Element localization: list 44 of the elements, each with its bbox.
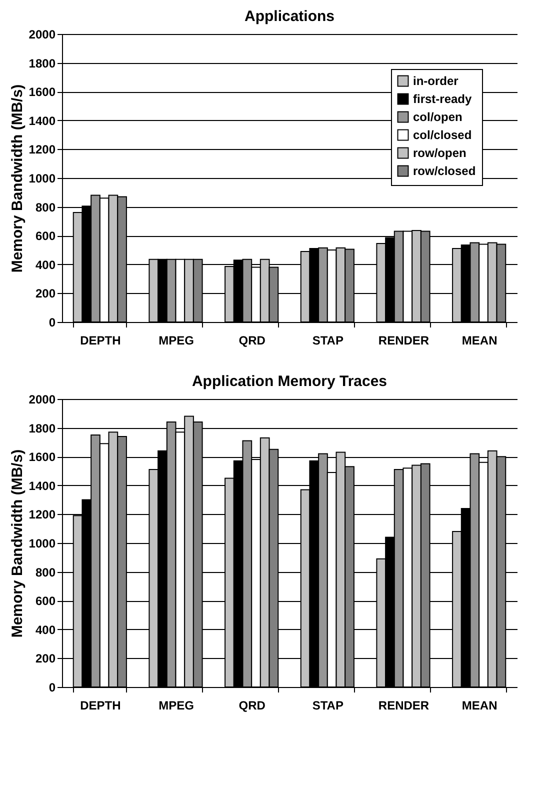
y-tick-label: 1200 bbox=[28, 508, 56, 522]
y-tick-label: 0 bbox=[48, 316, 56, 330]
y-tick-label: 1600 bbox=[28, 85, 56, 100]
y-axis-title: Memory Bandwidth (MB/s) bbox=[8, 449, 26, 638]
x-tick-label: QRD bbox=[238, 698, 266, 712]
legend-label: in-order bbox=[413, 74, 459, 88]
y-tick-label: 600 bbox=[35, 594, 56, 608]
y-tick-label: 1600 bbox=[28, 450, 56, 464]
x-tick-label: STAP bbox=[312, 698, 344, 712]
y-tick-label: 1800 bbox=[28, 421, 56, 436]
y-tick-label: 2000 bbox=[28, 28, 56, 42]
y-tick-label: 1400 bbox=[28, 114, 56, 128]
chart-title: Application Memory Traces bbox=[192, 373, 388, 390]
x-tick-label: STAP bbox=[312, 334, 344, 348]
x-tick-label: RENDER bbox=[378, 334, 430, 348]
x-tick-label: MPEG bbox=[158, 698, 194, 712]
y-tick-label: 1800 bbox=[28, 56, 56, 70]
x-tick-label: DEPTH bbox=[80, 698, 121, 712]
x-tick-label: MEAN bbox=[462, 698, 498, 712]
y-tick-label: 0 bbox=[48, 680, 56, 694]
y-tick-label: 1000 bbox=[28, 172, 56, 186]
y-tick-label: 1200 bbox=[28, 142, 56, 157]
legend-label: first-ready bbox=[413, 92, 472, 106]
legend-label: row/closed bbox=[413, 164, 476, 178]
legend-label: col/open bbox=[413, 110, 462, 124]
y-tick-label: 1400 bbox=[28, 478, 56, 493]
x-tick-label: DEPTH bbox=[80, 334, 121, 348]
legend-label: row/open bbox=[413, 146, 466, 160]
y-tick-label: 400 bbox=[35, 258, 56, 272]
y-tick-label: 200 bbox=[35, 286, 56, 301]
y-tick-label: 800 bbox=[35, 200, 56, 214]
y-axis-title: Memory Bandwidth (MB/s) bbox=[8, 84, 26, 273]
legend-label: col/closed bbox=[413, 128, 472, 142]
y-tick-label: 2000 bbox=[28, 392, 56, 406]
x-tick-label: MPEG bbox=[158, 334, 194, 348]
x-tick-label: MEAN bbox=[462, 334, 498, 348]
y-tick-label: 200 bbox=[35, 652, 56, 666]
y-tick-label: 400 bbox=[35, 622, 56, 637]
x-tick-label: QRD bbox=[238, 334, 266, 348]
y-tick-label: 1000 bbox=[28, 536, 56, 550]
y-tick-label: 800 bbox=[35, 565, 56, 580]
y-tick-label: 600 bbox=[35, 229, 56, 244]
chart-title: Applications bbox=[244, 8, 335, 25]
x-tick-label: RENDER bbox=[378, 698, 430, 712]
